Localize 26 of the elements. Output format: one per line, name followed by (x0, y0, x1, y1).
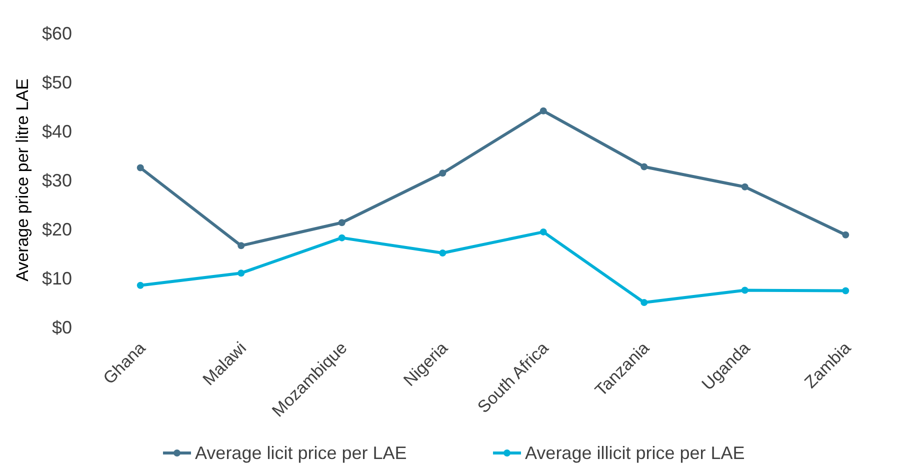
y-tick-label: $0 (52, 317, 72, 338)
y-tick-label: $30 (42, 170, 72, 190)
point (338, 219, 346, 226)
point (842, 287, 850, 294)
legend-label: Average licit price per LAE (195, 443, 407, 463)
point (439, 250, 446, 257)
point (238, 242, 245, 250)
point (338, 234, 346, 242)
y-tick-label: $40 (42, 121, 72, 142)
point (439, 170, 446, 177)
y-tick-label: $20 (42, 219, 72, 240)
y-axis-title: Average price per litre LAE (13, 78, 32, 282)
point (540, 228, 547, 236)
point (741, 286, 748, 294)
point (136, 282, 144, 289)
point (540, 107, 547, 114)
y-tick-label: $10 (42, 268, 72, 288)
point (136, 164, 144, 172)
y-tick-label: $60 (42, 23, 72, 44)
point (741, 183, 748, 190)
point (842, 231, 850, 238)
legend-label: Average illicit price per LAE (525, 443, 745, 463)
point (640, 163, 648, 170)
point (640, 299, 648, 306)
y-tick-label: $50 (42, 72, 72, 92)
point (238, 270, 245, 277)
